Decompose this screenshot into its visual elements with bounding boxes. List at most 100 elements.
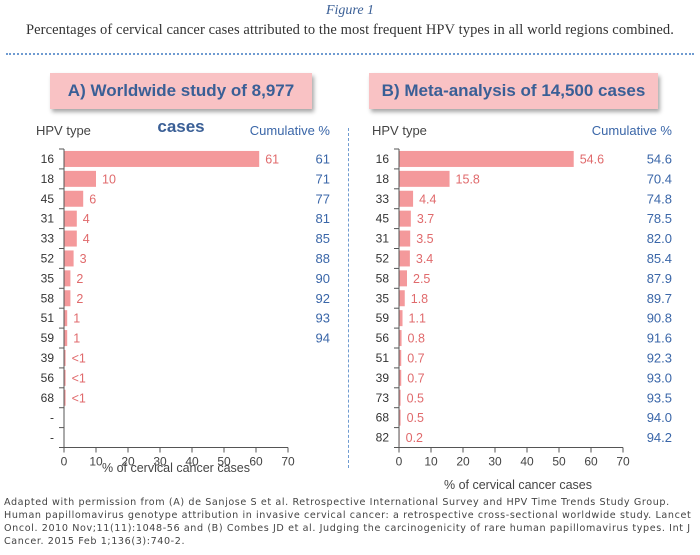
category-label: 56: [41, 371, 55, 385]
x-tick-label: 0: [61, 455, 68, 469]
category-label: 51: [41, 311, 55, 325]
category-label: 59: [376, 311, 390, 325]
cumulative-value: 85: [316, 231, 330, 246]
data-label: 3.4: [416, 252, 433, 266]
bar: [64, 170, 96, 187]
bar: [399, 349, 402, 366]
cumulative-value: 61: [316, 151, 330, 166]
data-label: <1: [72, 351, 86, 365]
panel-b-chart: HPV type Cumulative % 16 54.6 54.6 18 15.8 70.4…: [372, 123, 673, 492]
data-label: 1: [73, 332, 80, 346]
cumulative-value: 94.2: [647, 430, 672, 445]
bar: [399, 389, 401, 406]
bar: [64, 290, 71, 307]
x-tick-label: 10: [424, 455, 438, 469]
cumulative-value: 70.4: [647, 171, 672, 186]
data-label: 4: [83, 212, 90, 226]
figure-label: Figure 1: [325, 3, 375, 18]
category-label: 51: [376, 351, 390, 365]
x-tick-label: 30: [488, 455, 502, 469]
category-label: 58: [376, 271, 390, 285]
data-label: 1.1: [409, 312, 426, 326]
x-tick-label: 40: [185, 455, 199, 469]
cumulative-value: 90: [316, 271, 330, 286]
x-tick-label: 20: [456, 455, 470, 469]
category-label: 39: [376, 371, 390, 385]
category-label: 39: [41, 351, 55, 365]
category-label: 56: [376, 331, 390, 345]
header-divider: [6, 53, 694, 55]
category-label: 31: [376, 232, 390, 246]
category-label: 58: [41, 291, 55, 305]
data-label: 0.5: [407, 391, 424, 405]
category-label: 16: [41, 152, 55, 166]
panel-a-title: A) Worldwide study of 8,977 cases: [50, 73, 312, 136]
category-label: 35: [41, 271, 55, 285]
cumulative-value: 94.0: [647, 410, 672, 425]
data-label: 1.8: [411, 292, 428, 306]
data-label: 6: [89, 192, 96, 206]
data-label: 61: [265, 152, 279, 166]
cumulative-value: 71: [316, 171, 330, 186]
bar: [64, 330, 68, 347]
cumulative-value: 77: [316, 191, 330, 206]
category-label: 52: [376, 251, 390, 265]
data-label: 54.6: [580, 152, 604, 166]
category-label: 59: [41, 331, 55, 345]
x-tick-label: 0: [396, 455, 403, 469]
bar: [399, 150, 574, 167]
x-tick-label: 50: [552, 455, 566, 469]
category-label: 18: [41, 172, 55, 186]
category-label: 33: [41, 232, 55, 246]
category-label: 16: [376, 152, 390, 166]
panel-divider: [348, 128, 349, 468]
data-label: 3.5: [416, 232, 433, 246]
data-label: 10: [102, 172, 116, 186]
x-tick-label: 70: [616, 455, 630, 469]
cumulative-header: Cumulative %: [592, 123, 673, 138]
bar: [399, 330, 402, 347]
category-label: 35: [376, 291, 390, 305]
data-label: 4.4: [419, 192, 436, 206]
data-label: 3.7: [417, 212, 434, 226]
bar: [64, 150, 260, 167]
data-label: 0.5: [407, 411, 424, 425]
data-label: 2: [76, 292, 83, 306]
category-label: 33: [376, 192, 390, 206]
x-tick-label: 70: [281, 455, 295, 469]
cumulative-value: 93.0: [647, 370, 672, 385]
cumulative-value: 93.5: [647, 390, 672, 405]
bar: [64, 190, 84, 207]
x-tick-label: 60: [249, 455, 263, 469]
cumulative-header: Cumulative %: [250, 123, 331, 138]
bar: [64, 349, 66, 366]
cumulative-value: 92: [316, 291, 330, 306]
data-label: 0.2: [406, 431, 423, 445]
cumulative-value: 81: [316, 211, 330, 226]
x-axis-label: % of cervical cancer cases: [444, 478, 592, 492]
figure-caption: Percentages of cervical cancer cases att…: [25, 22, 675, 38]
source-footnote: Adapted with permission from (A) de Sanj…: [4, 497, 692, 547]
data-label: 0.7: [407, 371, 424, 385]
bar: [64, 270, 71, 287]
category-label: 45: [376, 212, 390, 226]
bar: [64, 369, 66, 386]
data-label: 15.8: [456, 172, 480, 186]
cumulative-value: 89.7: [647, 291, 672, 306]
cumulative-value: 91.6: [647, 331, 672, 346]
category-label: 68: [41, 391, 55, 405]
cumulative-value: 88: [316, 251, 330, 266]
data-label: 0.8: [408, 332, 425, 346]
x-tick-label: 30: [153, 455, 167, 469]
data-label: <1: [72, 391, 86, 405]
bar: [399, 170, 450, 187]
cumulative-value: 87.9: [647, 271, 672, 286]
cumulative-value: 82.0: [647, 231, 672, 246]
data-label: 3: [80, 252, 87, 266]
data-label: 2: [76, 272, 83, 286]
category-label: 73: [376, 391, 390, 405]
data-label: <1: [72, 371, 86, 385]
cumulative-value: 74.8: [647, 191, 672, 206]
cumulative-value: 78.5: [647, 211, 672, 226]
